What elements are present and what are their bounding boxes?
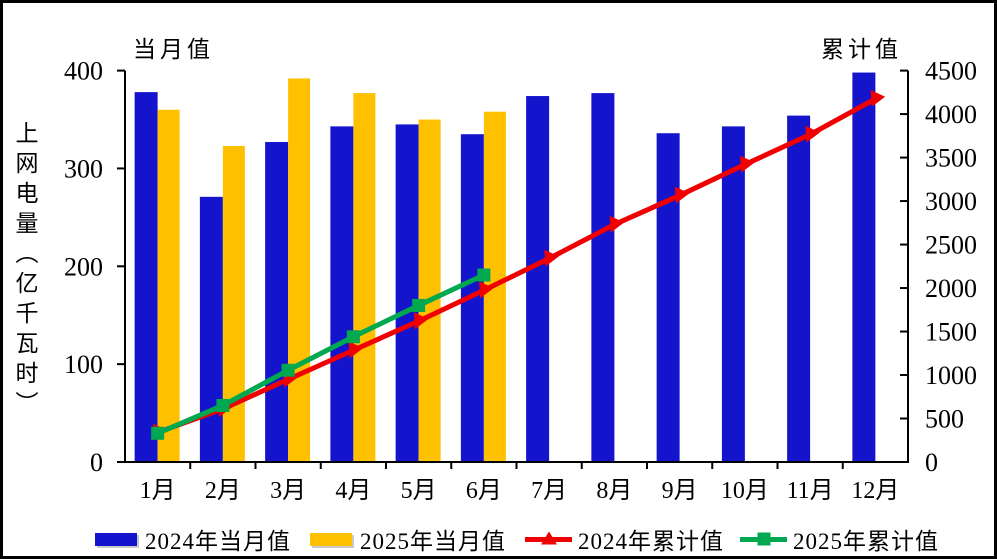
x-axis-month-label: 11月 <box>787 478 834 504</box>
bar-2024年当月值-1月 <box>134 92 158 462</box>
left-axis-tick-label: 400 <box>64 57 103 86</box>
bar-2024年当月值-2月 <box>199 196 223 462</box>
x-axis-month-label: 7月 <box>531 478 567 504</box>
triangle-marker <box>413 312 429 330</box>
square-marker <box>281 363 295 377</box>
x-axis-month-label: 4月 <box>335 478 371 504</box>
right-axis-tick-label: 3500 <box>925 144 977 173</box>
bar-2024年当月值-11月 <box>787 115 811 463</box>
triangle-marker <box>740 155 755 173</box>
left-axis-type-label: 当月值 <box>133 37 214 62</box>
right-axis-tick-label: 4500 <box>925 57 977 86</box>
triangle-marker <box>674 186 690 204</box>
x-axis-month-label: 10月 <box>721 478 769 504</box>
axes-group <box>117 69 909 469</box>
triangle-marker <box>870 90 886 108</box>
legend-label: 2025年累计值 <box>793 529 939 554</box>
bar-2024年当月值-5月 <box>395 124 419 462</box>
x-axis-month-label: 12月 <box>851 478 899 504</box>
right-axis-type-label: 累计值 <box>821 37 902 62</box>
bar-2024年当月值-10月 <box>721 126 745 462</box>
line-2025年累计值 <box>151 268 491 440</box>
x-axis-month-label: 1月 <box>140 478 176 504</box>
x-axis-month-label: 6月 <box>466 478 502 504</box>
right-axis-tick-label: 500 <box>925 405 964 434</box>
triangle-marker <box>805 125 820 143</box>
bar-2025年当月值-1月 <box>157 109 180 463</box>
legend-item-2024年累计值: 2024年累计值 <box>525 524 724 554</box>
left-axis-tick-label: 300 <box>64 154 103 183</box>
bar-2024年当月值-4月 <box>330 126 354 462</box>
legend-item-2025年当月值: 2025年当月值 <box>310 524 506 554</box>
bar-2025年当月值-2月 <box>222 145 245 462</box>
bar-2024年当月值-8月 <box>591 93 615 462</box>
legend-label: 2025年当月值 <box>360 529 506 554</box>
legend-line-swatch <box>740 532 787 546</box>
legend-square-marker-icon <box>757 532 770 546</box>
x-axis-month-label: 2月 <box>205 478 241 504</box>
right-axis-tick-label: 4000 <box>925 100 977 129</box>
bar-2025年当月值-4月 <box>353 93 376 462</box>
legend-line-swatch <box>525 531 572 545</box>
bar-2024年当月值-3月 <box>265 142 289 462</box>
legend-bar-swatch <box>310 532 352 546</box>
left-axis-tick-label: 100 <box>64 350 103 379</box>
legend-label: 2024年累计值 <box>578 529 724 554</box>
bar-2025年当月值-3月 <box>288 78 311 462</box>
right-axis-tick-label: 2000 <box>925 274 977 303</box>
right-axis-tick-label: 2500 <box>925 231 977 260</box>
triangle-marker <box>609 215 625 233</box>
chart-legend: 2024年当月值 2025年当月值 2024年累计值 2025年累计值 <box>0 524 997 554</box>
legend-triangle-marker-icon <box>540 531 557 545</box>
bar-2024年当月值-9月 <box>656 133 680 462</box>
x-axis-month-label: 8月 <box>596 478 632 504</box>
legend-label: 2024年当月值 <box>145 529 291 554</box>
square-marker <box>151 426 165 440</box>
right-axis-tick-label: 1000 <box>925 361 977 390</box>
y-axis-title: 上网电量（亿千瓦时） <box>12 121 37 421</box>
bar-2024年当月值-7月 <box>526 96 550 462</box>
legend-item-2025年累计值: 2025年累计值 <box>740 524 939 554</box>
square-marker <box>477 268 491 282</box>
x-axis-month-label: 5月 <box>401 478 437 504</box>
triangle-marker <box>479 281 494 299</box>
left-axis-tick-label: 0 <box>90 448 103 477</box>
square-marker <box>346 330 360 344</box>
square-marker <box>412 298 426 312</box>
x-axis-month-label: 9月 <box>662 478 698 504</box>
axis-labels-group: 0100200300400050010001500200025003000350… <box>64 57 977 504</box>
right-axis-tick-label: 3000 <box>925 187 977 216</box>
triangle-marker <box>544 249 559 267</box>
square-marker <box>216 398 230 412</box>
bar-2024年当月值-12月 <box>852 72 876 462</box>
right-axis-tick-label: 1500 <box>925 318 977 347</box>
bars-group <box>134 72 876 463</box>
right-axis-tick-label: 0 <box>925 448 938 477</box>
legend-item-2024年当月值: 2024年当月值 <box>95 524 291 554</box>
line-2024年累计值 <box>152 90 886 441</box>
x-axis-month-label: 3月 <box>270 478 306 504</box>
bar-2025年当月值-5月 <box>418 119 441 463</box>
legend-bar-swatch <box>95 532 137 546</box>
left-axis-tick-label: 200 <box>64 252 103 281</box>
triangle-marker <box>348 341 364 359</box>
